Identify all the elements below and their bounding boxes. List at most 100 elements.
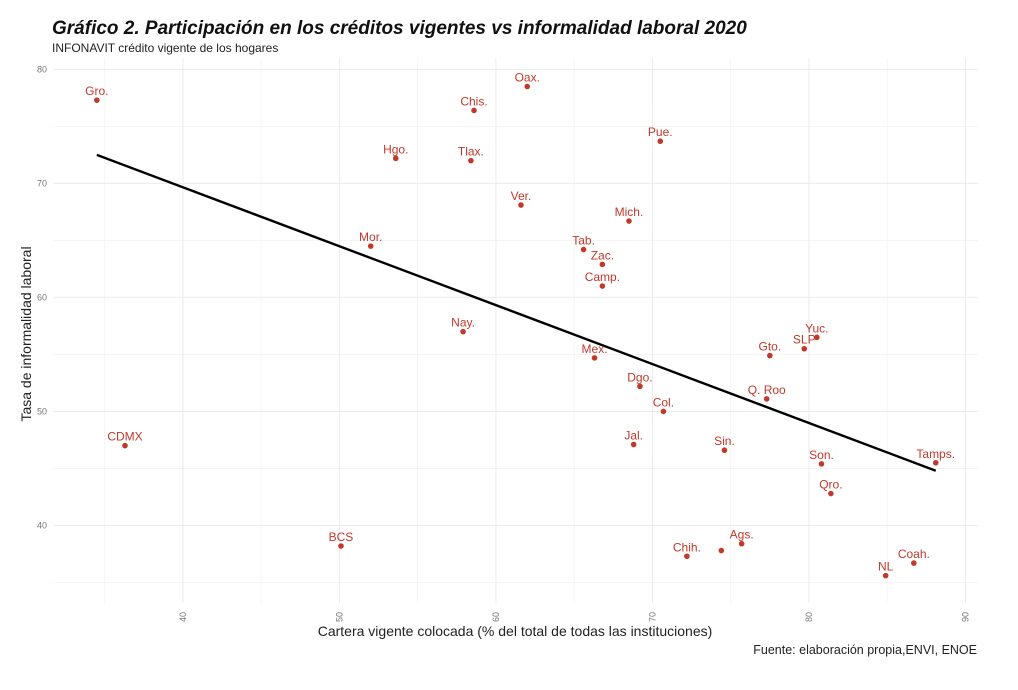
chart-title: Gráfico 2. Participación en los créditos… xyxy=(52,18,747,39)
point-label: BCS xyxy=(329,530,354,544)
point-label: Tlax. xyxy=(458,145,484,159)
point-label: Chis. xyxy=(460,94,487,108)
point-label: Jal. xyxy=(624,429,643,443)
data-point-group: Camp. xyxy=(585,270,620,289)
y-axis-ticks: 40 50 60 70 80 xyxy=(37,64,47,530)
point-label: Yuc. xyxy=(805,321,828,335)
point-label: Q. Roo xyxy=(748,383,786,397)
x-axis-ticks: 40 50 60 70 80 90 xyxy=(178,612,971,622)
data-point xyxy=(518,202,524,208)
point-label: Sin. xyxy=(714,434,735,448)
point-label: Pue. xyxy=(648,125,673,139)
point-label: Zac. xyxy=(591,248,614,262)
data-point-group: Sin. xyxy=(714,434,735,454)
data-point-group: Mex. xyxy=(582,342,608,361)
data-point xyxy=(599,261,606,268)
data-point xyxy=(338,543,344,549)
point-label: Camp. xyxy=(585,270,620,284)
data-point xyxy=(801,345,808,352)
data-point xyxy=(468,157,474,164)
y-tick-label: 80 xyxy=(37,64,47,74)
y-axis-title: Tasa de informalidad laboral xyxy=(18,246,34,421)
data-point xyxy=(626,218,632,224)
point-label: Oax. xyxy=(515,71,540,85)
data-point-group: Dgo. xyxy=(627,370,653,390)
point-label: Tamps. xyxy=(916,447,955,461)
data-point xyxy=(932,459,939,466)
data-point-group: Qro. xyxy=(819,478,843,497)
data-point-group: Zac. xyxy=(591,248,614,268)
data-point-group: NL xyxy=(878,560,894,579)
y-tick-label: 40 xyxy=(37,520,47,530)
point-label: Son. xyxy=(809,448,834,462)
x-tick-label: 70 xyxy=(647,612,657,622)
data-point-group: Ags. xyxy=(730,528,754,547)
data-point xyxy=(637,383,643,390)
data-point-group: Son. xyxy=(809,448,834,467)
data-point xyxy=(813,334,820,341)
trend-line xyxy=(96,153,937,472)
data-point-group: SLP xyxy=(793,333,816,352)
data-point-group: BCS xyxy=(329,530,354,549)
points-group: Gro. Oax. Chis. Pue. Hgo. Tlax. Ver. Mich. Mor. T… xyxy=(85,71,955,579)
data-point-group: Ver. xyxy=(511,189,532,208)
point-label: Gto. xyxy=(758,340,781,354)
source-caption: Fuente: elaboración propia,ENVI, ENOE xyxy=(753,643,977,657)
data-point-group: Yuc. xyxy=(805,321,828,341)
data-point xyxy=(738,540,745,547)
point-label: Mex. xyxy=(582,342,608,356)
data-point-group: Chih. xyxy=(673,540,701,560)
data-point-group: Mich. xyxy=(615,205,644,224)
data-point xyxy=(718,547,725,554)
data-point xyxy=(591,355,598,361)
data-point-group: Jal. xyxy=(624,429,643,448)
data-point xyxy=(524,83,531,90)
data-point-group: Mor. xyxy=(359,230,382,249)
point-label: Nay. xyxy=(451,316,475,330)
data-point xyxy=(460,328,466,335)
point-label: Mich. xyxy=(615,205,644,219)
data-point xyxy=(122,442,128,449)
data-point xyxy=(367,243,374,249)
data-point xyxy=(660,408,667,415)
point-label: Dgo. xyxy=(627,370,652,384)
point-label: Qro. xyxy=(819,478,842,492)
data-point xyxy=(94,97,100,103)
point-label: Gro. xyxy=(85,84,108,98)
point-label: Tab. xyxy=(572,234,595,248)
data-point-group: Gro. xyxy=(85,84,108,103)
data-point xyxy=(580,246,587,253)
data-point xyxy=(767,352,773,359)
data-point-group: Col. xyxy=(653,395,674,415)
x-axis-title: Cartera vigente colocada (% del total de… xyxy=(318,623,713,639)
data-point-group: Q. Roo xyxy=(748,383,786,402)
y-tick-label: 70 xyxy=(37,178,47,188)
data-point xyxy=(630,441,637,448)
point-label: Ver. xyxy=(511,189,532,203)
data-point xyxy=(657,138,664,145)
trend-line-group xyxy=(96,153,937,472)
data-point-group: Tab. xyxy=(572,234,595,253)
data-point xyxy=(828,490,834,497)
x-tick-label: 60 xyxy=(491,612,501,622)
data-point-group: Nay. xyxy=(451,316,475,335)
x-tick-label: 90 xyxy=(960,612,970,622)
data-point-group: Coah. xyxy=(898,547,930,566)
y-tick-label: 50 xyxy=(37,406,47,416)
data-point xyxy=(471,107,477,114)
point-label: NL xyxy=(878,560,894,574)
point-label: Hgo. xyxy=(383,142,408,156)
data-point xyxy=(882,572,889,579)
data-point-group: Gto. xyxy=(758,340,781,359)
data-point-group: Hgo. xyxy=(383,142,408,162)
x-tick-label: 50 xyxy=(334,612,344,622)
y-tick-label: 60 xyxy=(37,292,47,302)
data-point xyxy=(684,553,690,560)
data-point-group: Tlax. xyxy=(458,145,484,164)
data-point xyxy=(392,155,399,162)
point-label: SLP xyxy=(793,333,816,347)
data-point-group: Chis. xyxy=(460,94,488,114)
point-label: Coah. xyxy=(898,547,930,561)
point-label: CDMX xyxy=(107,430,142,444)
